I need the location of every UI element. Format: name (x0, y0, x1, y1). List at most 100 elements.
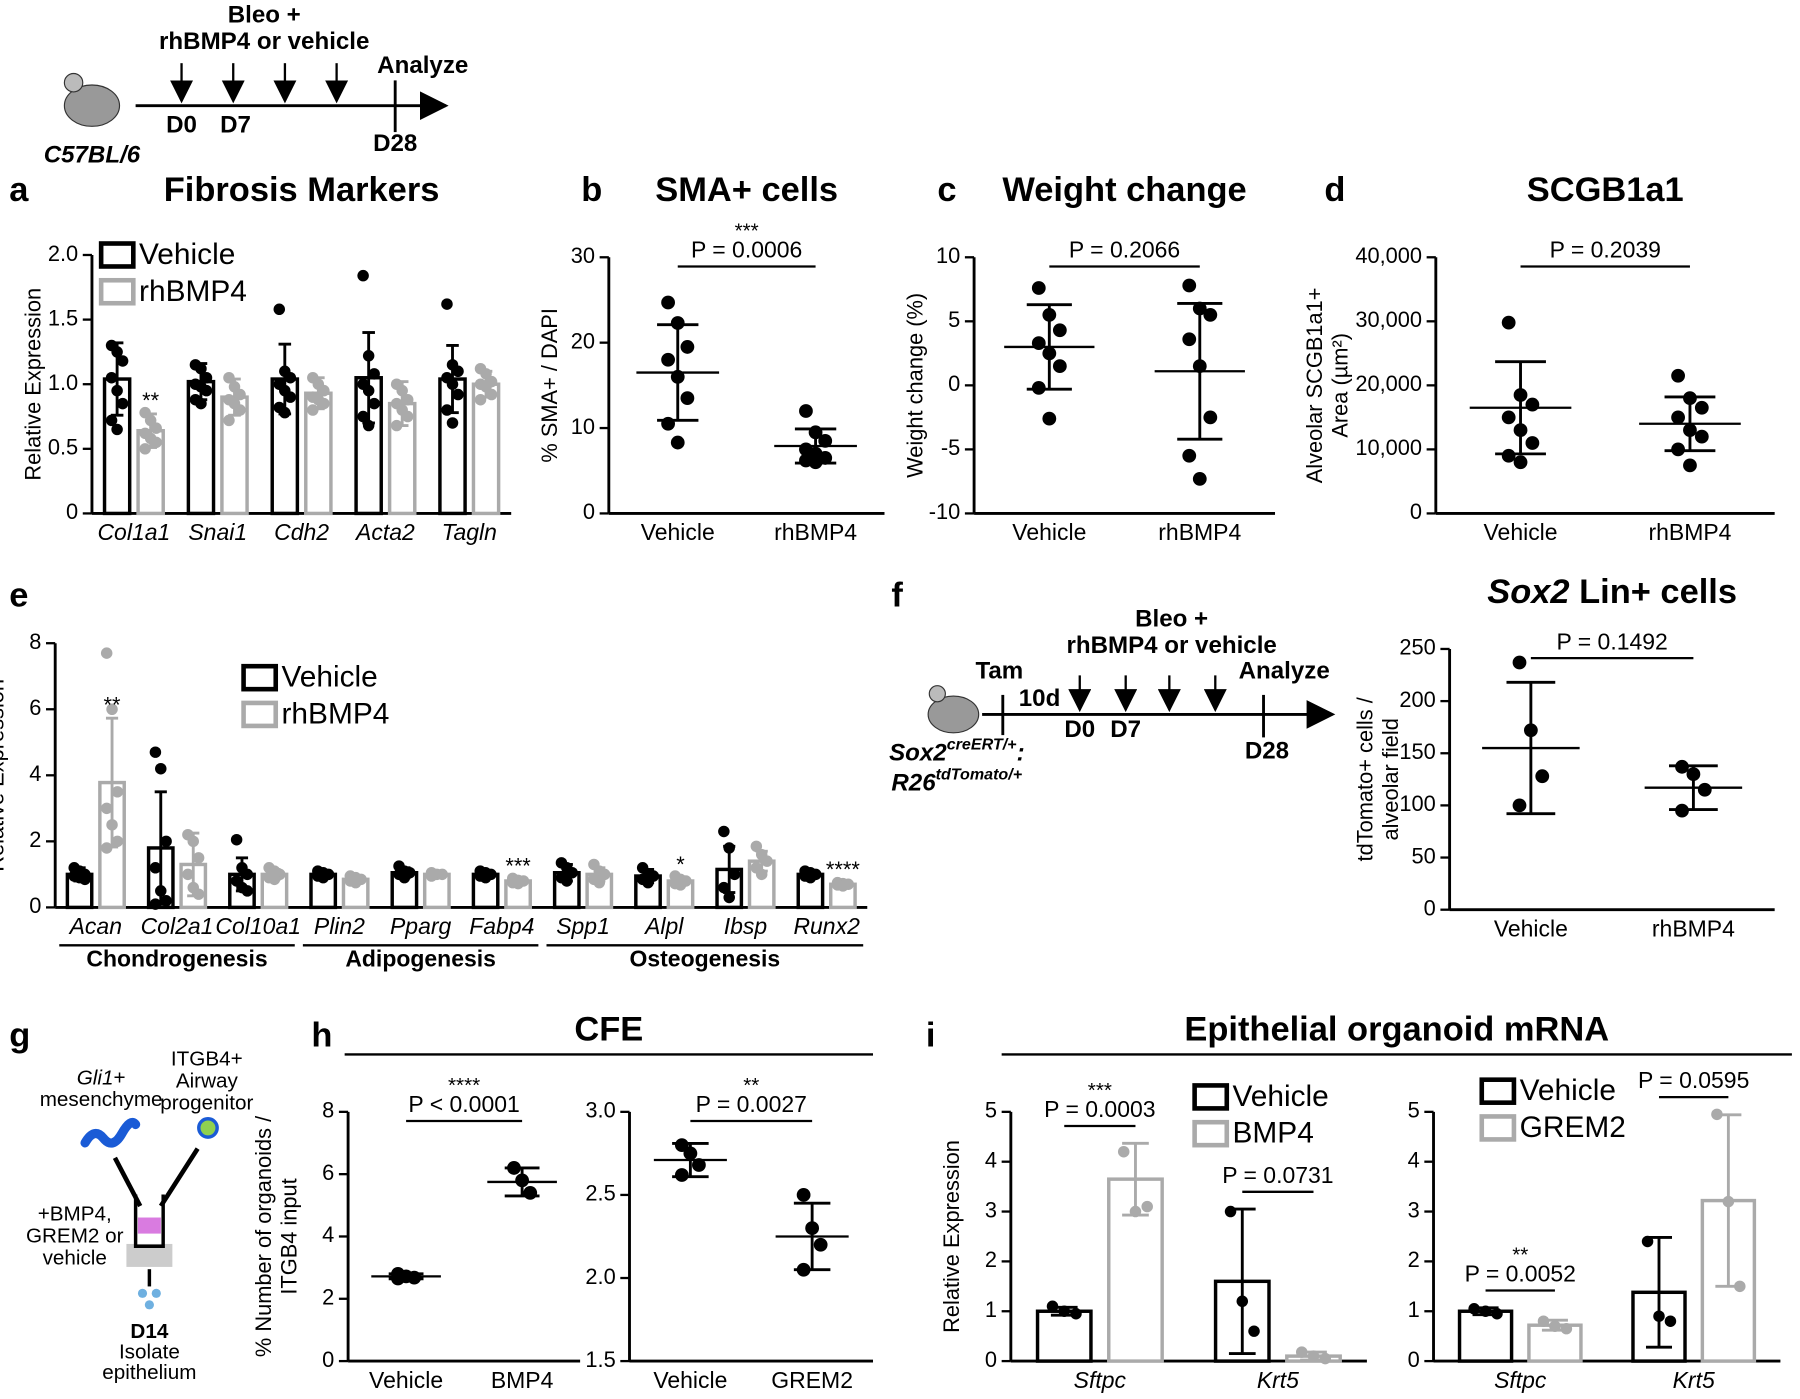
data-point (425, 870, 438, 882)
x-tick-label: Col1a1 (97, 519, 170, 545)
data-point (234, 404, 246, 416)
x-tick-label: Acan (68, 913, 122, 939)
schematic-text: Analyze (1239, 657, 1330, 684)
data-point (139, 443, 151, 455)
data-point (1513, 455, 1528, 470)
x-tick-label: Plin2 (314, 913, 365, 939)
data-point (1513, 423, 1528, 438)
y-axis-label: Relative Expression (939, 1140, 964, 1333)
data-point (761, 855, 773, 867)
mouse-icon (927, 695, 980, 734)
data-point (796, 1262, 811, 1277)
legend-label: rhBMP4 (281, 697, 389, 730)
data-point (362, 419, 375, 432)
schematic-a: Bleo + rhBMP4 or vehicle Analyze D0 D7 D… (44, 1, 469, 168)
schematic-text: D0 (1064, 716, 1095, 743)
y-tick-label: 3 (985, 1197, 997, 1222)
data-point (1203, 308, 1218, 322)
data-point (598, 868, 611, 881)
data-point (223, 414, 235, 427)
y-tick-label: 5 (1408, 1098, 1420, 1123)
data-point (284, 391, 297, 403)
data-point (1560, 1322, 1573, 1335)
schematic-text: vehicle (43, 1246, 107, 1269)
data-point (106, 703, 118, 716)
data-point (1513, 388, 1528, 402)
x-tick-label: Pparg (390, 913, 452, 939)
data-point (195, 362, 207, 375)
x-tick-label: Spp1 (556, 913, 610, 939)
legend-swatch (98, 241, 136, 269)
y-tick-label: 4 (29, 761, 41, 786)
legend-swatch (1479, 1077, 1517, 1105)
data-point (479, 871, 492, 884)
data-point (150, 436, 162, 449)
y-tick-label: 10 (571, 414, 595, 439)
x-tick-label: Krt5 (1673, 1367, 1715, 1393)
data-point (230, 833, 243, 846)
schematic-text: Isolate (119, 1341, 180, 1364)
y-tick-label: 3.0 (585, 1098, 615, 1123)
data-point (1711, 1108, 1723, 1121)
data-point (1307, 1350, 1320, 1362)
schematic-text: D0 (166, 112, 197, 139)
data-point (1525, 436, 1540, 450)
data-point (1675, 759, 1689, 774)
data-point (150, 422, 162, 434)
group-label: Chondrogenesis (86, 945, 267, 971)
data-point (116, 397, 129, 410)
p-value: P < 0.0001 (408, 1091, 519, 1117)
data-point (187, 835, 199, 848)
panel-label: b (581, 171, 602, 209)
data-point (799, 404, 813, 418)
data-point (680, 391, 695, 406)
y-tick-label: 2 (1408, 1247, 1420, 1272)
y-tick-label: 2.0 (585, 1264, 615, 1289)
legend-label: Vehicle (1233, 1080, 1329, 1113)
y-tick-label: 100 (1399, 791, 1435, 816)
data-point (1042, 411, 1057, 426)
x-tick-label: Col10a1 (215, 913, 301, 939)
data-point (268, 873, 281, 886)
data-point (1697, 782, 1712, 797)
data-point (1491, 1307, 1503, 1320)
y-tick-label: 0 (1408, 1347, 1420, 1372)
x-tick-label: Vehicle (369, 1367, 443, 1393)
y-tick-label: -10 (929, 499, 961, 524)
schematic-text: Bleo + (1135, 606, 1208, 633)
schematic-text: C57BL/6 (44, 142, 141, 169)
data-point (813, 1237, 828, 1252)
data-point (808, 455, 823, 470)
data-point (318, 397, 330, 410)
x-tick-label: Ibsp (724, 913, 768, 939)
y-tick-label: 250 (1399, 635, 1435, 660)
p-value: P = 0.1492 (1556, 628, 1667, 654)
p-value: P = 0.0006 (691, 237, 802, 263)
x-tick-label: Cdh2 (274, 519, 329, 545)
data-point (515, 1173, 530, 1188)
data-point (1537, 1315, 1550, 1327)
data-point (818, 433, 833, 448)
data-point (100, 647, 113, 659)
data-point (718, 825, 730, 838)
data-point (718, 881, 730, 894)
data-point (1031, 281, 1046, 295)
data-point (561, 875, 573, 887)
y-tick-label: 5 (948, 307, 960, 332)
y-tick-label: 200 (1399, 687, 1435, 712)
y-tick-label: 150 (1399, 739, 1435, 764)
data-point (1192, 359, 1207, 374)
data-point (160, 895, 172, 907)
data-point (318, 384, 330, 397)
data-point (284, 372, 297, 384)
data-point (192, 888, 205, 900)
data-point (755, 868, 768, 881)
significance: * (676, 852, 685, 877)
organoid-icon (137, 1288, 148, 1298)
genotype: Sox2creERT/+: (889, 736, 1025, 767)
x-tick-label: Fabp4 (469, 913, 534, 939)
data-point (307, 404, 319, 416)
data-point (723, 842, 735, 854)
x-tick-label: Tagln (442, 519, 497, 545)
